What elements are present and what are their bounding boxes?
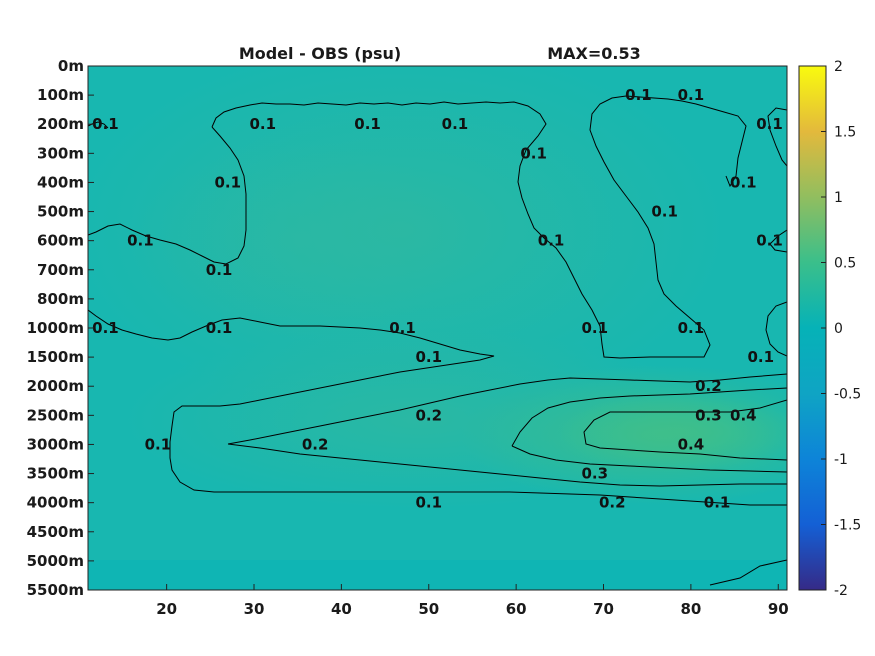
max-annotation: MAX=0.53 (547, 44, 641, 63)
x-tick-label: 60 (506, 600, 527, 618)
contour-label: 0.1 (678, 86, 705, 104)
contour-label: 0.1 (145, 435, 172, 453)
contour-label: 0.1 (747, 348, 774, 366)
y-tick-label: 500m (37, 203, 84, 221)
contour-label: 0.1 (127, 232, 154, 250)
y-tick-label: 0m (58, 57, 84, 75)
contour-label: 0.1 (538, 232, 565, 250)
contour-label: 0.1 (92, 115, 119, 133)
x-tick-label: 80 (680, 600, 701, 618)
contour-label: 0.2 (415, 406, 442, 424)
contour-label: 0.1 (756, 232, 783, 250)
contour-label: 0.3 (581, 465, 608, 483)
contour-label: 0.4 (730, 406, 757, 424)
y-tick-label: 3500m (27, 465, 84, 483)
contour-labels: 0.1 0.1 0.1 0.1 0.1 0.1 0.1 0.1 0.1 0.1 0.1 0.2 0.1 0… (92, 86, 783, 512)
contour-label: 0.2 (302, 435, 329, 453)
contour-label: 0.2 (695, 377, 722, 395)
contour-label: 0.1 (206, 261, 233, 279)
y-tick-label: 2500m (27, 406, 84, 424)
contour-label: 0.1 (756, 115, 783, 133)
contour-0.1-right-lower (765, 301, 787, 357)
contour-0.1-upper-middle (211, 95, 747, 359)
contour-label: 0.1 (730, 173, 757, 191)
contour-label: 0.1 (704, 494, 731, 512)
contour-0.1-right-mid (769, 229, 787, 253)
y-tick-label: 100m (37, 86, 84, 104)
colorbar-tick-label: -1 (834, 452, 848, 468)
y-tick-label: 200m (37, 115, 84, 133)
colorbar-tick-label: 0 (834, 321, 843, 337)
x-tick-label: 70 (593, 600, 614, 618)
x-tick-label: 90 (768, 600, 789, 618)
contour-label: 0.1 (581, 319, 608, 337)
contour-0.3 (511, 387, 787, 447)
y-tick-label: 400m (37, 173, 84, 191)
y-axis: 0m 100m 200m 300m 400m 500m 600m 700m 800m 1000m 1… (27, 57, 94, 599)
y-tick-label: 5000m (27, 552, 84, 570)
contour-0.4 (583, 399, 787, 461)
contour-label: 0.4 (678, 435, 705, 453)
colorbar-tick-label: 1 (834, 190, 843, 206)
contour-0.2-lower (227, 443, 787, 487)
contour-label: 0.1 (442, 115, 469, 133)
y-tick-label: 600m (37, 232, 84, 250)
contour-label: 0.2 (599, 494, 626, 512)
contour-0.2 (227, 373, 787, 445)
contour-label: 0.1 (678, 319, 705, 337)
colorbar-tick-label: 1.5 (834, 125, 856, 141)
contour-label: 0.1 (520, 144, 547, 162)
heatmap-field (88, 66, 787, 590)
y-tick-label: 700m (37, 261, 84, 279)
contour-label: 0.1 (354, 115, 381, 133)
contour-label: 0.1 (249, 115, 276, 133)
colorbar-axis: 2 1.5 1 0.5 0 -0.5 -1 -1.5 -2 (821, 59, 861, 599)
colorbar-tick-label: -2 (834, 583, 848, 599)
y-tick-label: 1000m (27, 319, 84, 337)
contour-label: 0.1 (92, 319, 119, 337)
y-tick-label: 1500m (27, 348, 84, 366)
colorbar-tick-label: -1.5 (834, 518, 861, 534)
contour-0.3-lower (511, 445, 787, 473)
contour-label: 0.1 (415, 494, 442, 512)
contour-bottom-right (709, 559, 787, 586)
chart-title: Model - OBS (psu) (239, 44, 401, 63)
colorbar-tick-label: 0.5 (834, 256, 856, 272)
contour-label: 0.3 (695, 406, 722, 424)
y-tick-label: 2000m (27, 377, 84, 395)
y-tick-label: 4500m (27, 523, 84, 541)
contour-0.1-right-upper (767, 107, 787, 167)
x-tick-label: 30 (244, 600, 265, 618)
x-tick-label: 40 (331, 600, 352, 618)
contour-label: 0.1 (415, 348, 442, 366)
colorbar-tick-label: -0.5 (834, 387, 861, 403)
contour-label: 0.1 (389, 319, 416, 337)
contour-label: 0.1 (625, 86, 652, 104)
contour-lines (88, 95, 787, 586)
contour-label: 0.1 (215, 173, 242, 191)
y-tick-label: 4000m (27, 494, 84, 512)
y-tick-label: 800m (37, 290, 84, 308)
contour-0.1-mid-tongue (88, 309, 787, 506)
x-tick-label: 50 (418, 600, 439, 618)
contour-label: 0.1 (206, 319, 233, 337)
contour-0.1-left-loop (88, 126, 247, 265)
contour-label: 0.1 (651, 203, 678, 221)
y-tick-label: 300m (37, 144, 84, 162)
y-tick-label: 5500m (27, 581, 84, 599)
x-axis: 20 30 40 50 60 70 80 90 (156, 584, 789, 618)
x-tick-label: 20 (156, 600, 177, 618)
colorbar-tick-label: 2 (834, 59, 843, 75)
y-tick-label: 3000m (27, 435, 84, 453)
